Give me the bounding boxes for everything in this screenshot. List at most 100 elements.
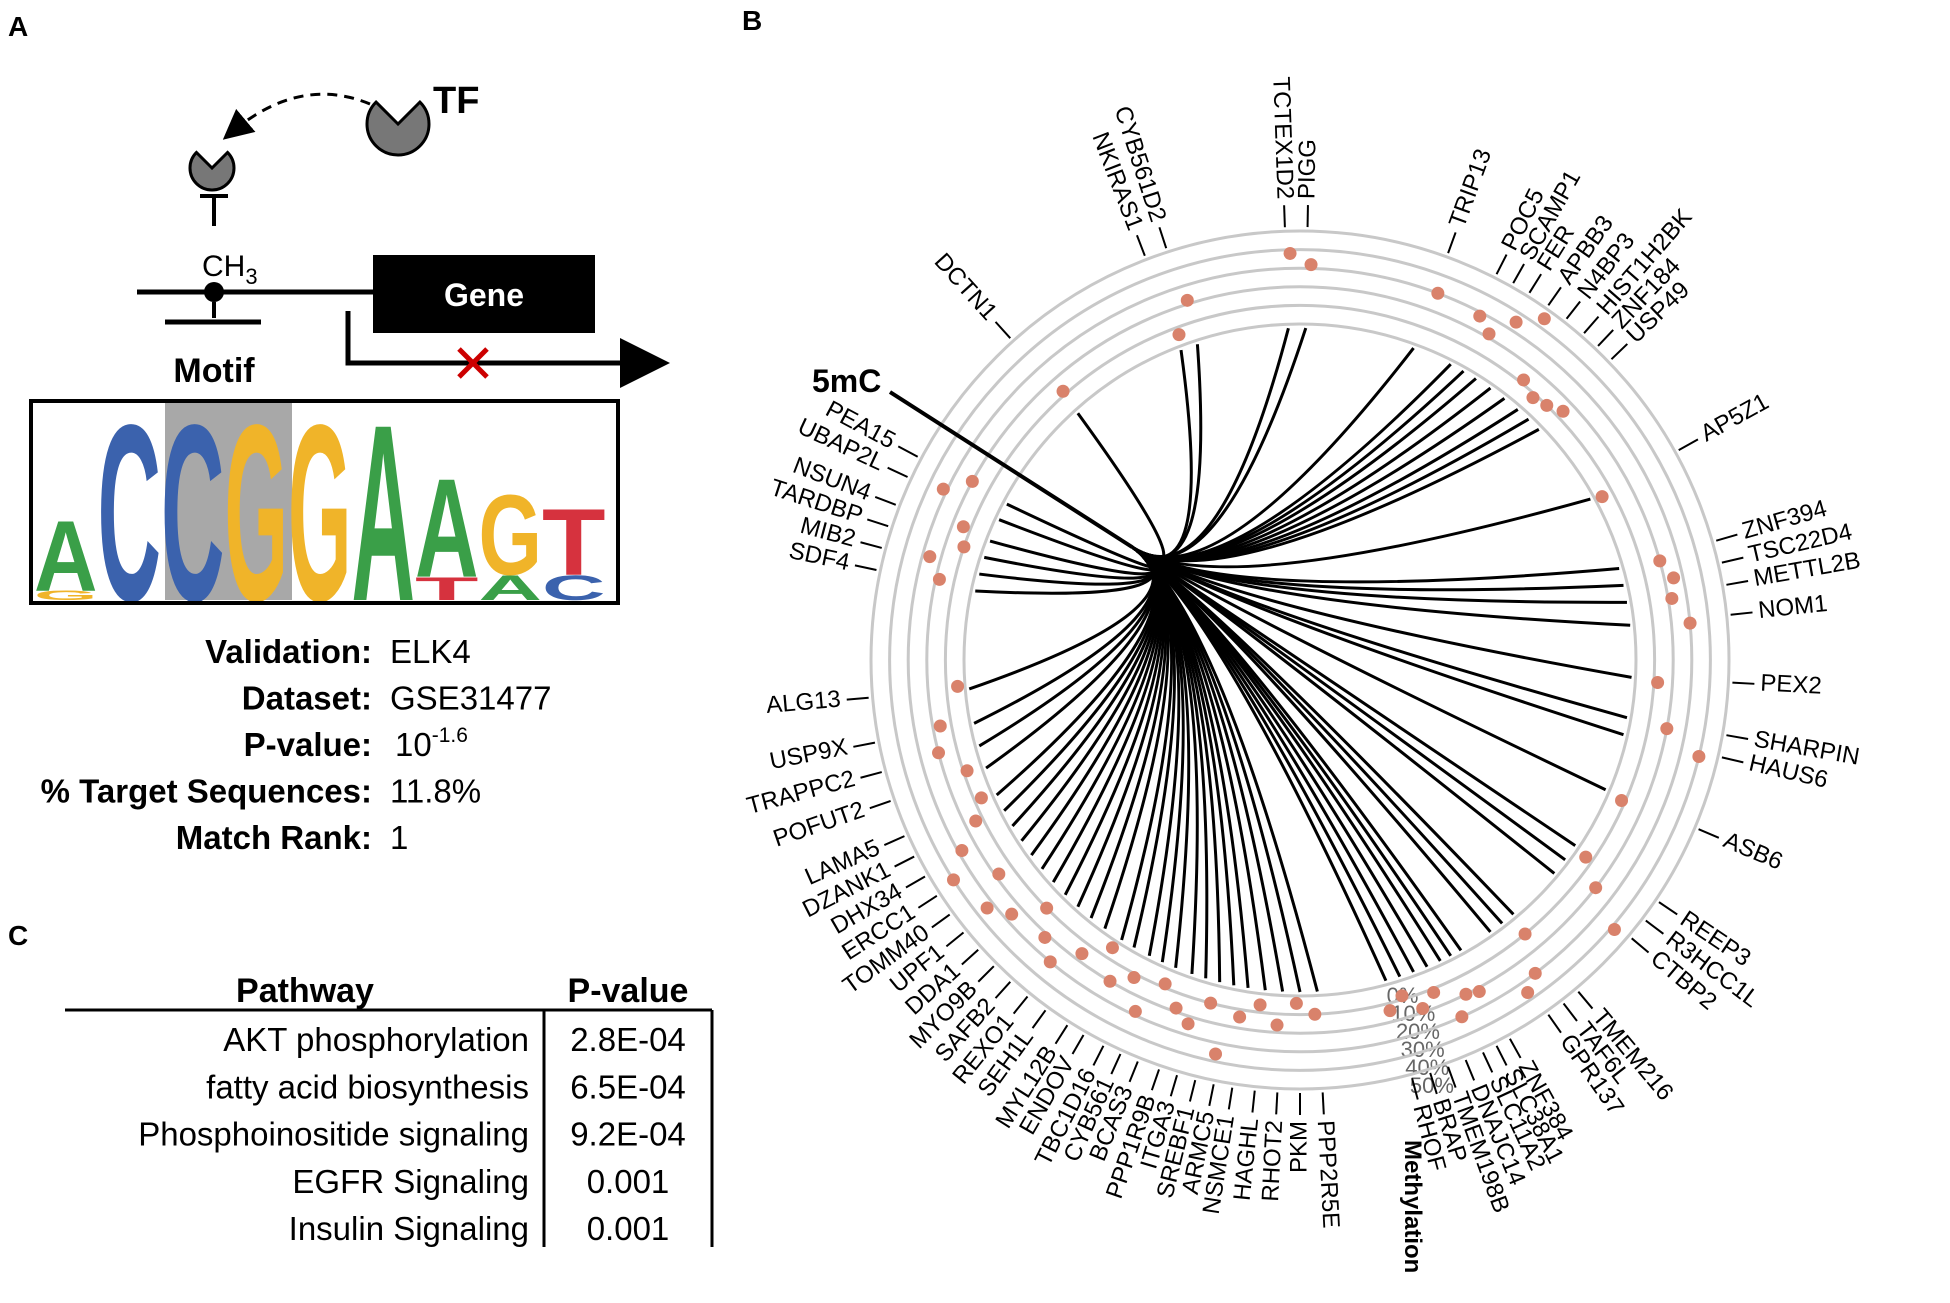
- ring: [943, 303, 1657, 1017]
- leader: [1528, 273, 1542, 294]
- leader: [1495, 1045, 1508, 1066]
- methylation-dot: [1482, 327, 1496, 341]
- methylation-dot: [1304, 258, 1318, 272]
- methylation-dot: [1395, 989, 1409, 1003]
- link: [975, 545, 1156, 595]
- methylation-dot: [923, 550, 937, 564]
- methylation-dot: [932, 572, 946, 586]
- methyl-sub: 3: [245, 264, 257, 289]
- methylation-dot: [1289, 996, 1303, 1010]
- leader: [846, 696, 869, 701]
- methylation-dot: [1181, 1017, 1195, 1031]
- leader: [1092, 1045, 1105, 1066]
- leader: [874, 496, 897, 506]
- leader: [1610, 343, 1628, 360]
- gene-label: TRIP13: [1444, 145, 1497, 231]
- leader: [977, 965, 995, 983]
- leader: [1110, 1053, 1122, 1075]
- methylation-dot: [956, 520, 970, 534]
- pathway: Phosphoinositide signaling: [138, 1116, 529, 1153]
- leader: [1128, 1061, 1139, 1083]
- leader: [1547, 1014, 1562, 1034]
- info-superscript: -1.6: [432, 724, 468, 747]
- leader: [1012, 995, 1029, 1015]
- gene-label: DCTN1: [929, 248, 1003, 326]
- leader: [1509, 1038, 1522, 1059]
- methylation-dot: [1692, 750, 1706, 764]
- leader: [1429, 1072, 1438, 1095]
- methylation-dot: [1383, 1004, 1397, 1018]
- leader: [1464, 1059, 1476, 1081]
- pathway: EGFR Signaling: [292, 1163, 529, 1200]
- leader: [897, 445, 919, 458]
- methylation-dot: [1521, 985, 1535, 999]
- leader: [1732, 681, 1755, 685]
- methylation-dot: [1517, 373, 1531, 387]
- leader: [1715, 533, 1738, 542]
- ring-label: 20%: [1396, 1019, 1440, 1044]
- methylation-dot: [1665, 591, 1679, 605]
- leader: [883, 835, 905, 846]
- logo-letter: G: [225, 374, 289, 655]
- gene-label: PPP2R5E: [1312, 1120, 1345, 1229]
- methylation-dot: [1253, 998, 1267, 1012]
- schematic: [137, 92, 670, 388]
- gene-label: ASB6: [1720, 827, 1787, 876]
- methylation-dot: [960, 764, 974, 778]
- methylation-dot: [946, 873, 960, 887]
- methylation-dot: [1472, 985, 1486, 999]
- leader: [1597, 329, 1614, 347]
- methylation-dot: [1431, 286, 1445, 300]
- leader: [961, 948, 979, 966]
- leader: [945, 931, 965, 948]
- leader: [1547, 286, 1562, 306]
- leader: [894, 855, 915, 868]
- pathway: Insulin Signaling: [289, 1210, 529, 1247]
- info: Validation: ELK4 Dataset: GSE31477 P-value: 1…: [41, 633, 552, 856]
- methylation-dot: [1127, 971, 1141, 985]
- leader: [994, 981, 1012, 999]
- methylation-dot: [1537, 312, 1551, 326]
- info-value-text: 1: [390, 819, 408, 856]
- hub-line: [888, 390, 1134, 549]
- leader: [1283, 205, 1286, 228]
- gene-label: AP5Z1: [1696, 388, 1773, 447]
- leader: [1482, 1052, 1494, 1073]
- gene-label: Gene: [444, 277, 524, 313]
- leader: [1447, 232, 1457, 254]
- info-label: Validation:: [205, 633, 372, 670]
- link: [1131, 349, 1193, 559]
- logo-letter: A: [415, 451, 479, 608]
- leader: [1721, 756, 1744, 764]
- methylation-dot: [1105, 941, 1119, 955]
- leader: [1321, 1092, 1325, 1115]
- methylation-dot: [1556, 404, 1570, 418]
- panel-label: A: [8, 11, 28, 42]
- logo-letter: C: [161, 374, 225, 655]
- leader: [1645, 919, 1664, 935]
- leader: [854, 564, 877, 571]
- circos: 0%10%20%30%40%50%MethylationTCTEX1D2PIGG…: [744, 76, 1863, 1273]
- gene-label: ALG13: [765, 686, 842, 719]
- methylation-dot: [1172, 328, 1186, 342]
- methylation-dot: [1667, 571, 1681, 585]
- logo-letter: G: [479, 472, 543, 599]
- methylation-dot: [1416, 1002, 1430, 1016]
- methylation-dot: [1683, 616, 1697, 630]
- gene-label: PKM: [1285, 1121, 1312, 1173]
- methylation-dot: [1540, 398, 1554, 412]
- info-value-text: 11.8%: [390, 773, 481, 810]
- methylation-dot: [1043, 955, 1057, 969]
- methylation-dot: [1040, 901, 1054, 915]
- leader: [1577, 991, 1594, 1010]
- methylation-dot: [957, 540, 971, 554]
- leader: [931, 913, 951, 929]
- methylation-dot: [1615, 793, 1629, 807]
- axis-title: Methylation: [1399, 1140, 1426, 1273]
- methylation-dot: [965, 474, 979, 488]
- leader: [1275, 1092, 1279, 1115]
- pathway: fatty acid biosynthesis: [206, 1068, 529, 1105]
- leader: [1411, 1077, 1419, 1100]
- methylation-dot: [1589, 881, 1603, 895]
- methylation-dot: [1595, 490, 1609, 504]
